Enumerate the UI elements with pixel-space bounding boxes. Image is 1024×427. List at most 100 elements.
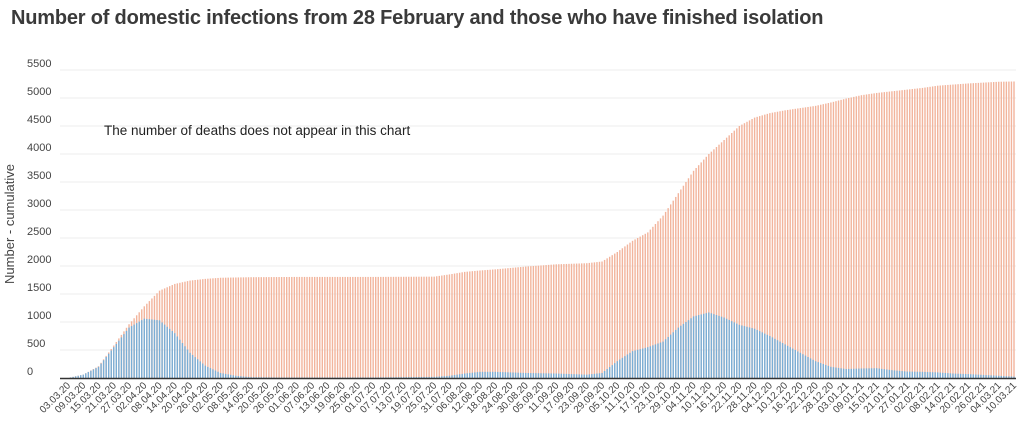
active-bar (90, 370, 92, 378)
active-bar (975, 374, 977, 378)
cumulative-bar (497, 269, 499, 378)
cumulative-bar (914, 88, 916, 378)
cumulative-bar (629, 242, 631, 378)
cumulative-bar (616, 252, 618, 378)
active-bar (82, 374, 84, 378)
cumulative-bar (194, 280, 196, 378)
y-tick-label: 5000 (27, 86, 51, 98)
cumulative-bar (934, 86, 936, 378)
cumulative-bar (540, 265, 542, 378)
cumulative-bar (202, 279, 204, 378)
cumulative-bar (723, 140, 725, 378)
active-bar (242, 376, 245, 378)
cumulative-bar (667, 208, 669, 378)
cumulative-bar (565, 263, 568, 378)
active-bar (77, 375, 79, 378)
cumulative-bar (306, 276, 308, 378)
cumulative-bar (654, 224, 657, 378)
active-bar (212, 369, 214, 378)
cumulative-bar (771, 112, 774, 379)
active-bar (682, 323, 685, 378)
active-bar (992, 375, 995, 378)
active-bar (362, 377, 364, 378)
cumulative-bar (494, 269, 496, 378)
cumulative-bar (753, 117, 756, 378)
cumulative-bar (382, 276, 385, 378)
active-bar (903, 371, 906, 378)
active-bar (69, 377, 72, 378)
cumulative-bar (827, 103, 830, 378)
active-bar (512, 372, 514, 378)
cumulative-bar (555, 264, 557, 378)
cumulative-bar (990, 82, 992, 379)
cumulative-bar (1000, 81, 1002, 379)
active-bar (507, 372, 509, 378)
cumulative-bar (931, 86, 934, 378)
cumulative-bar (341, 276, 344, 378)
cumulative-bar (441, 275, 443, 378)
active-bar (580, 374, 583, 378)
cumulative-bar (387, 276, 390, 378)
cumulative-bar (224, 277, 227, 378)
cumulative-bar (369, 276, 372, 378)
cumulative-bar (916, 88, 919, 378)
cumulative-bar (542, 265, 545, 378)
cumulative-bar (436, 276, 438, 378)
active-bar (731, 321, 733, 378)
cumulative-bar (636, 238, 639, 378)
active-bar (616, 361, 618, 378)
active-bar (171, 331, 173, 378)
active-bar (235, 375, 237, 378)
active-bar (636, 349, 639, 378)
active-bar (669, 334, 672, 378)
active-bar (334, 377, 336, 378)
cumulative-bar (855, 96, 858, 378)
cumulative-bar (219, 277, 222, 378)
cumulative-bar (392, 276, 395, 378)
active-bar (664, 339, 667, 378)
active-bar (878, 368, 880, 378)
cumulative-bar (865, 94, 868, 378)
active-bar (603, 371, 606, 378)
cumulative-bar (512, 267, 514, 378)
cumulative-bar (247, 277, 250, 378)
active-bar (972, 374, 975, 378)
cumulative-bar (408, 276, 410, 378)
active-bar (914, 371, 916, 378)
cumulative-bar (954, 84, 957, 378)
cumulative-bar (237, 277, 240, 378)
active-bar (944, 372, 947, 378)
active-bar (644, 347, 646, 378)
active-bar (886, 369, 888, 378)
cumulative-bar (547, 264, 550, 378)
active-bar (540, 373, 542, 378)
active-bar (939, 372, 941, 378)
active-bar (263, 377, 265, 378)
cumulative-bar (944, 85, 947, 379)
active-bar (107, 353, 110, 378)
active-bar (133, 324, 135, 378)
active-bar (614, 363, 616, 378)
cumulative-bar (563, 264, 565, 378)
cumulative-bar (860, 95, 863, 378)
cumulative-bar (998, 81, 1000, 378)
active-bar (692, 316, 695, 378)
active-bar (977, 374, 980, 378)
active-bar (830, 366, 832, 378)
cumulative-bar (522, 266, 524, 378)
y-tick-label: 3000 (27, 198, 51, 210)
active-bar (751, 328, 753, 378)
active-bar (573, 374, 575, 378)
cumulative-bar (316, 276, 318, 378)
cumulative-bar (456, 273, 458, 378)
active-bar (158, 320, 161, 378)
active-bar (273, 377, 275, 378)
active-bar (489, 371, 491, 378)
active-bar (865, 368, 868, 378)
cumulative-bar (769, 113, 771, 379)
cumulative-bar (598, 261, 601, 378)
cumulative-bar (626, 244, 629, 378)
active-bar (743, 326, 746, 378)
cumulative-bar (464, 271, 466, 378)
active-bar (1013, 376, 1015, 378)
